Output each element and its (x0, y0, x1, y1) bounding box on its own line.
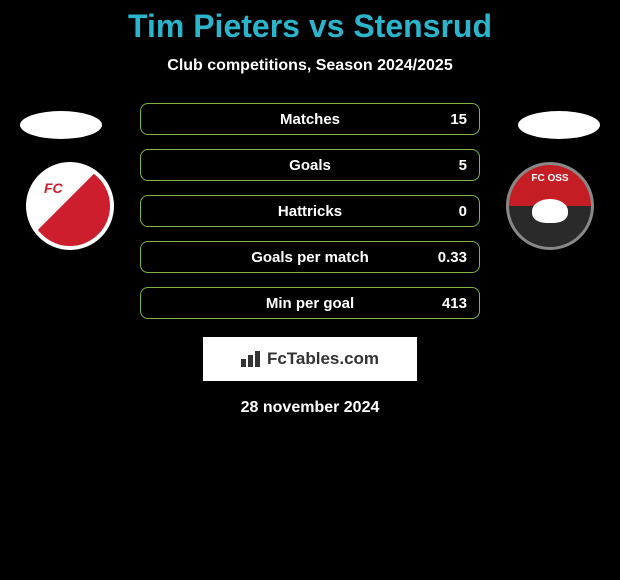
utrecht-logo-icon: FC (26, 162, 114, 250)
stat-row-goals: Goals 5 (140, 149, 480, 181)
stat-row-goals-per-match: Goals per match 0.33 (140, 241, 480, 273)
oss-logo-icon: FC OSS (506, 162, 594, 250)
stat-label: Min per goal (266, 295, 354, 312)
oss-bull-icon (532, 199, 568, 223)
stat-label: Matches (280, 111, 340, 128)
stat-label: Goals per match (251, 249, 369, 266)
stat-label: Goals (289, 157, 331, 174)
stat-label: Hattricks (278, 203, 342, 220)
stat-row-matches: Matches 15 (140, 103, 480, 135)
branding-text: FcTables.com (267, 349, 379, 369)
stat-value: 15 (450, 111, 467, 128)
branding-box[interactable]: FcTables.com (203, 337, 417, 381)
left-avatar-placeholder (20, 111, 102, 139)
date-text: 28 november 2024 (0, 399, 620, 417)
content-area: FC FC OSS Matches 15 Goals 5 Hattricks 0 (0, 103, 620, 319)
stat-row-hattricks: Hattricks 0 (140, 195, 480, 227)
main-container: Tim Pieters vs Stensrud Club competition… (0, 0, 620, 417)
subtitle: Club competitions, Season 2024/2025 (0, 57, 620, 75)
right-avatar-placeholder (518, 111, 600, 139)
stat-row-min-per-goal: Min per goal 413 (140, 287, 480, 319)
utrecht-logo-text: FC (44, 180, 63, 196)
stats-column: Matches 15 Goals 5 Hattricks 0 Goals per… (140, 103, 480, 319)
left-team-logo: FC (20, 161, 120, 251)
stat-value: 413 (442, 295, 467, 312)
page-title: Tim Pieters vs Stensrud (0, 8, 620, 45)
stat-value: 0 (459, 203, 467, 220)
chart-icon (241, 351, 261, 367)
oss-logo-text: FC OSS (531, 173, 568, 184)
stat-value: 0.33 (438, 249, 467, 266)
stat-value: 5 (459, 157, 467, 174)
right-team-logo: FC OSS (500, 161, 600, 251)
